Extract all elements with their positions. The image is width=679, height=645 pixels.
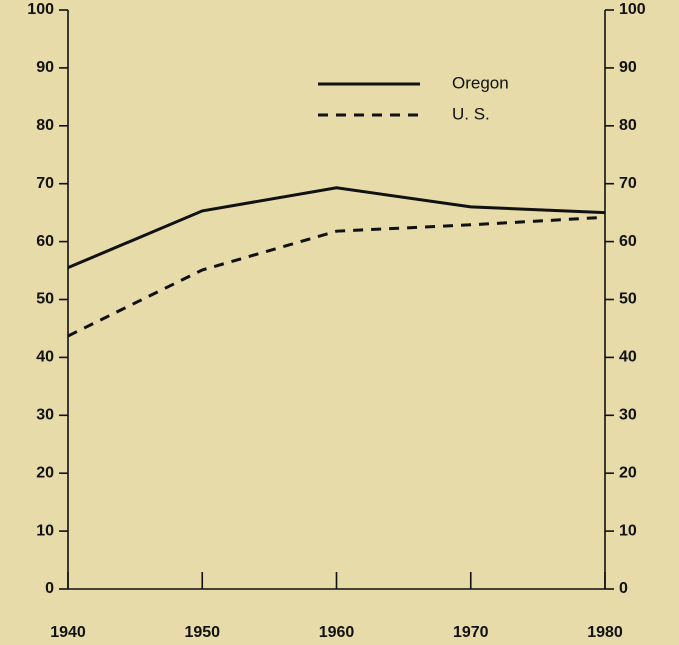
y2-tick-label: 50	[619, 291, 637, 308]
y2-tick-label: 60	[619, 233, 637, 250]
y2-tick-label: 70	[619, 175, 637, 192]
y2-tick-label: 30	[619, 407, 637, 424]
legend-label: U. S.	[452, 104, 490, 123]
series-line	[67, 186, 606, 270]
y-tick-label: 50	[36, 291, 54, 308]
y-tick-label: 100	[27, 1, 54, 18]
y-tick-label: 60	[36, 233, 54, 250]
y-tick-label: 90	[36, 59, 54, 76]
y-tick-label: 20	[36, 464, 54, 481]
y2-tick-label: 20	[619, 464, 637, 481]
y-tick-label: 0	[45, 580, 54, 597]
x-tick-label: 1970	[453, 624, 489, 641]
y-tick-label: 70	[36, 175, 54, 192]
x-tick-label: 1940	[50, 624, 86, 641]
y2-tick-label: 90	[619, 59, 637, 76]
x-tick-label: 1960	[319, 624, 355, 641]
x-tick-label: 1980	[587, 624, 623, 641]
y-tick-label: 10	[36, 522, 54, 539]
y2-tick-label: 40	[619, 349, 637, 366]
y-tick-label: 30	[36, 407, 54, 424]
y-tick-label: 80	[36, 117, 54, 134]
legend-label: Oregon	[452, 73, 509, 92]
y2-tick-label: 10	[619, 522, 637, 539]
y-tick-label: 40	[36, 349, 54, 366]
y2-tick-label: 0	[619, 580, 628, 597]
x-tick-label: 1950	[184, 624, 220, 641]
y2-tick-label: 80	[619, 117, 637, 134]
series-line	[67, 215, 606, 338]
y2-tick-label: 100	[619, 1, 646, 18]
